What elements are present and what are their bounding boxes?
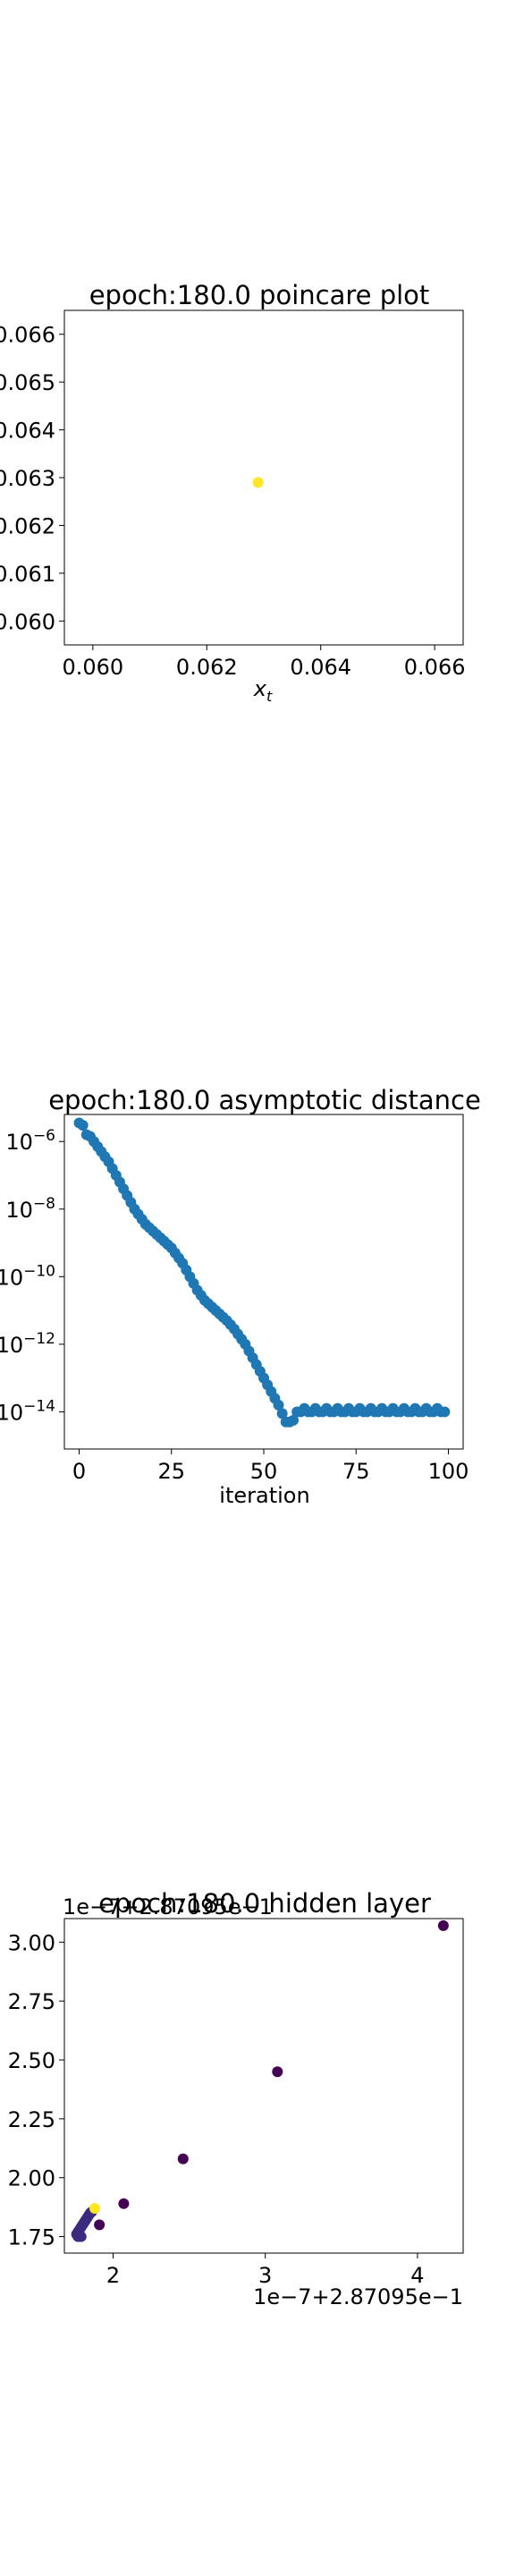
distance-chart: epoch:180.0 asymptotic distance 0 25 50 75 1…	[0, 1085, 481, 1508]
chart3-y-tick-label: 2.25	[8, 2107, 55, 2132]
chart3-x-tick-label: 3	[258, 2263, 272, 2288]
chart1-x-tick-label: 0.060	[62, 655, 123, 680]
chart2-x-ticks: 0 25 50 75 100	[72, 1449, 469, 1484]
chart1-x-tick-label: 0.062	[176, 655, 238, 680]
chart2-y-tick-label: 10−12	[0, 1330, 55, 1358]
chart3-point	[437, 1919, 449, 1931]
chart3-point	[177, 2153, 189, 2165]
chart3-point	[75, 2231, 87, 2242]
chart1-y-tick-label: 0.064	[0, 419, 55, 444]
chart1-y-tick-label: 0.062	[0, 513, 55, 538]
chart2-y-tick-label: 10−6	[5, 1127, 55, 1155]
chart1-y-tick-label: 0.061	[0, 562, 55, 587]
chart2-x-tick-label: 25	[157, 1459, 185, 1484]
chart3-point	[89, 2202, 101, 2214]
chart2-point	[77, 1120, 89, 1131]
chart1-x-ticks: 0.060 0.062 0.064 0.066	[62, 645, 466, 680]
chart2-y-tick-label: 10−8	[5, 1195, 55, 1223]
chart2-x-axis-label: iteration	[219, 1483, 309, 1508]
chart2-point	[273, 1399, 284, 1411]
chart2-point	[439, 1406, 451, 1418]
chart2-x-tick-label: 100	[428, 1459, 469, 1484]
chart3-y-tick-label: 2.50	[8, 2048, 55, 2073]
chart3-points	[71, 1919, 449, 2242]
chart3-x-offset-label: 1e−7+2.87095e−1	[253, 2284, 463, 2309]
chart2-y-tick-label: 10−10	[0, 1262, 55, 1290]
chart3-title: epoch:180.0 hidden layer	[98, 1888, 431, 1919]
chart3-y-offset-label: 1e−7+2.87095e−1	[63, 1894, 273, 1919]
chart2-title: epoch:180.0 asymptotic distance	[48, 1085, 481, 1115]
chart2-y-ticks: 10−6 10−8 10−10 10−12 10−14	[0, 1127, 64, 1425]
chart1-x-tick-label: 0.064	[290, 655, 351, 680]
chart1-points	[252, 477, 264, 488]
chart1-x-axis-label: xt	[253, 676, 273, 705]
chart2-points	[73, 1117, 451, 1428]
chart1-y-tick-label: 0.063	[0, 466, 55, 491]
chart1-y-ticks: 0.060 0.061 0.062 0.063 0.064 0.065 0.066	[0, 323, 64, 634]
chart2-x-tick-label: 0	[72, 1459, 86, 1484]
chart1-y-tick-label: 0.060	[0, 609, 55, 634]
chart3-x-tick-label: 2	[106, 2263, 120, 2288]
chart2-point	[288, 1414, 300, 1426]
chart2-x-tick-label: 75	[342, 1459, 370, 1484]
chart3-y-tick-label: 2.00	[8, 2166, 55, 2191]
chart1-point	[252, 477, 264, 488]
chart3-y-tick-label: 1.75	[8, 2225, 55, 2250]
chart1-y-tick-label: 0.066	[0, 323, 55, 348]
chart1-x-tick-label: 0.066	[404, 655, 466, 680]
chart2-y-tick-label: 10−14	[0, 1397, 55, 1425]
chart3-point	[272, 2066, 283, 2078]
chart2-point	[276, 1408, 288, 1419]
hidden-layer-chart: epoch:180.0 hidden layer 1e−7+2.87095e−1…	[8, 1888, 464, 2309]
poincare-chart: epoch:180.0 poincare plot 0.060 0.062 0.06…	[0, 280, 466, 705]
chart3-y-tick-label: 3.00	[8, 1930, 55, 1955]
chart3-x-ticks: 2 3 4	[106, 2253, 425, 2288]
chart2-plot-area	[63, 1114, 464, 1450]
chart3-plot-area	[63, 1918, 464, 2254]
chart3-y-ticks: 1.75 2.00 2.25 2.50 2.75 3.00	[8, 1930, 64, 2250]
chart1-title: epoch:180.0 poincare plot	[89, 280, 430, 310]
chart1-plot-area	[63, 309, 464, 646]
chart3-y-tick-label: 2.75	[8, 1989, 55, 2014]
chart1-y-tick-label: 0.065	[0, 370, 55, 395]
chart3-point	[94, 2219, 106, 2231]
chart2-x-tick-label: 50	[250, 1459, 278, 1484]
chart3-x-tick-label: 4	[410, 2263, 424, 2288]
chart3-point	[118, 2198, 130, 2209]
